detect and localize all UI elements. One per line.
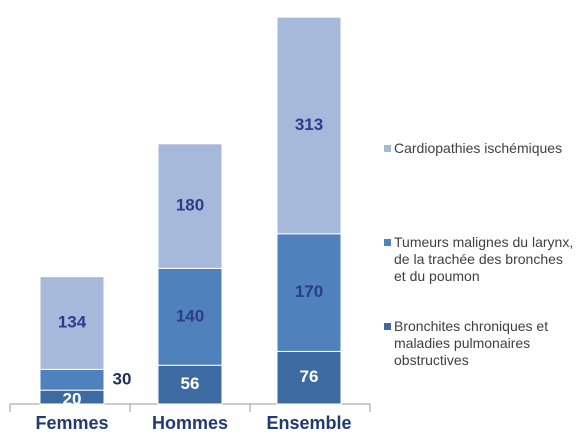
legend-swatch bbox=[384, 239, 391, 246]
data-label: 30 bbox=[113, 369, 132, 388]
data-label: 76 bbox=[300, 367, 319, 386]
data-label: 180 bbox=[176, 196, 204, 215]
data-label: 20 bbox=[63, 390, 82, 409]
legend-entry: Cardiopathies ischémiques bbox=[384, 140, 574, 157]
data-label: 56 bbox=[181, 374, 200, 393]
bar-segment bbox=[39, 276, 105, 370]
x-tick-label: Hommes bbox=[152, 413, 228, 433]
bar-segment bbox=[157, 364, 223, 405]
legend-swatch bbox=[384, 323, 391, 330]
bar-segment bbox=[276, 350, 342, 405]
x-tick-label: Ensemble bbox=[266, 413, 351, 433]
legend-label: Bronchites chroniques et maladies pulmon… bbox=[394, 318, 549, 368]
bar-segment bbox=[157, 143, 223, 269]
data-label: 134 bbox=[58, 313, 87, 332]
legend-label: Tumeurs malignes du larynx, de la traché… bbox=[394, 234, 574, 284]
bar-segment bbox=[39, 368, 105, 391]
bar-segment bbox=[157, 267, 223, 366]
legend-swatch bbox=[384, 145, 391, 152]
data-label: 313 bbox=[295, 115, 323, 134]
x-tick-label: Femmes bbox=[35, 413, 108, 433]
legend-label: Cardiopathies ischémiques bbox=[394, 140, 563, 156]
data-label: 140 bbox=[176, 306, 204, 325]
legend-entry: Bronchites chroniques et maladies pulmon… bbox=[384, 318, 574, 369]
bar-segment bbox=[276, 16, 342, 235]
legend-entry: Tumeurs malignes du larynx, de la traché… bbox=[384, 234, 574, 285]
data-label: 170 bbox=[295, 282, 323, 301]
